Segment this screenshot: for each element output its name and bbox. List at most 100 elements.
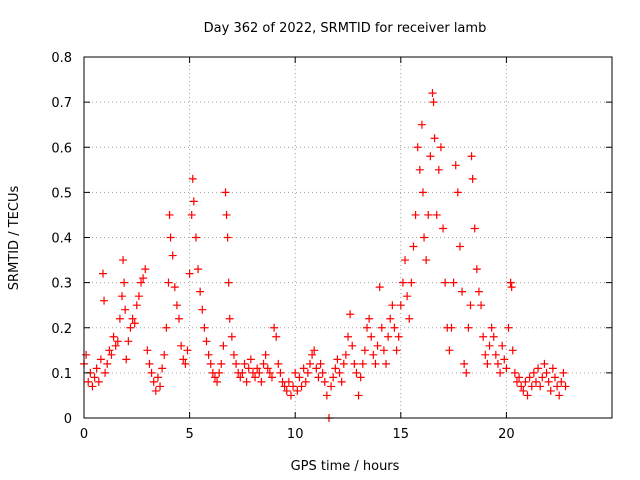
data-point [115, 314, 124, 323]
x-axis-label: GPS time / hours [291, 459, 400, 474]
data-point [132, 301, 141, 310]
y-tick-label: 0.7 [51, 96, 72, 111]
data-point [418, 188, 427, 197]
data-point [100, 296, 109, 305]
data-point [401, 256, 410, 265]
data-point [369, 350, 378, 359]
data-point [282, 386, 291, 395]
data-point [200, 323, 209, 332]
data-point [320, 377, 329, 386]
data-point [194, 265, 203, 274]
data-point [156, 382, 165, 391]
data-point [238, 368, 247, 377]
data-point [392, 346, 401, 355]
data-point [449, 278, 458, 287]
data-point [274, 359, 283, 368]
data-point [550, 373, 559, 382]
data-point [504, 323, 513, 332]
data-point [379, 346, 388, 355]
data-point [493, 359, 502, 368]
data-point [263, 364, 272, 373]
data-point [396, 301, 405, 310]
y-tick-label: 0.1 [51, 367, 72, 382]
data-point [139, 274, 148, 283]
data-point [367, 332, 376, 341]
x-tick-label: 15 [393, 427, 410, 442]
data-point [455, 242, 464, 251]
data-point [221, 188, 230, 197]
data-point [333, 355, 342, 364]
data-point [542, 368, 551, 377]
data-point [121, 305, 130, 314]
data-point [314, 373, 323, 382]
data-point [481, 350, 490, 359]
data-point [525, 373, 534, 382]
data-point [94, 377, 103, 386]
data-point [134, 292, 143, 301]
data-point [341, 350, 350, 359]
data-point [206, 359, 215, 368]
data-point [257, 377, 266, 386]
data-point [179, 355, 188, 364]
axis-tick-labels: 0 5 10 15 20 0 0.1 0.2 0.3 0.4 0.5 0.6 0.7 0.8 [51, 51, 514, 442]
data-point [434, 165, 443, 174]
data-point [470, 224, 479, 233]
data-point [453, 188, 462, 197]
data-point [217, 359, 226, 368]
data-point [344, 332, 352, 341]
data-point [451, 161, 460, 170]
data-point [103, 359, 112, 368]
data-point [143, 346, 152, 355]
data-point [420, 233, 429, 242]
x-tick-label: 0 [80, 427, 88, 442]
data-point [198, 305, 207, 314]
data-point [487, 323, 496, 332]
data-point [417, 120, 426, 129]
y-tick-label: 0.6 [51, 141, 72, 156]
data-point [189, 197, 198, 206]
data-point [165, 210, 174, 219]
data-point [318, 368, 327, 377]
data-point [270, 323, 279, 332]
data-point [90, 373, 99, 382]
grid-lines [84, 57, 612, 418]
data-point [407, 278, 416, 287]
data-point [128, 314, 137, 323]
data-point [458, 287, 467, 296]
data-point [382, 359, 391, 368]
data-point [445, 346, 454, 355]
data-point [297, 382, 306, 391]
data-point [308, 350, 317, 359]
data-point [329, 373, 338, 382]
data-point [553, 382, 562, 391]
data-point [439, 224, 448, 233]
data-point [255, 368, 264, 377]
data-point [261, 350, 270, 359]
data-point [305, 359, 314, 368]
data-point [149, 377, 158, 386]
data-point [510, 368, 519, 377]
data-point [548, 364, 557, 373]
data-point [202, 337, 211, 346]
data-point [390, 323, 399, 332]
data-point [126, 323, 135, 332]
data-point [82, 350, 91, 359]
data-point [251, 373, 260, 382]
data-point [210, 373, 219, 382]
data-point [166, 233, 175, 242]
data-point [105, 346, 114, 355]
data-point [350, 359, 359, 368]
data-point [489, 332, 498, 341]
data-point [428, 89, 437, 98]
data-point [88, 382, 97, 391]
data-point [371, 359, 380, 368]
data-point [301, 377, 310, 386]
data-point [242, 377, 251, 386]
data-point [546, 386, 555, 395]
data-point [111, 341, 120, 350]
data-point [280, 382, 289, 391]
data-point [168, 251, 177, 260]
data-point [519, 386, 528, 395]
data-point [177, 341, 186, 350]
data-point [99, 269, 108, 278]
